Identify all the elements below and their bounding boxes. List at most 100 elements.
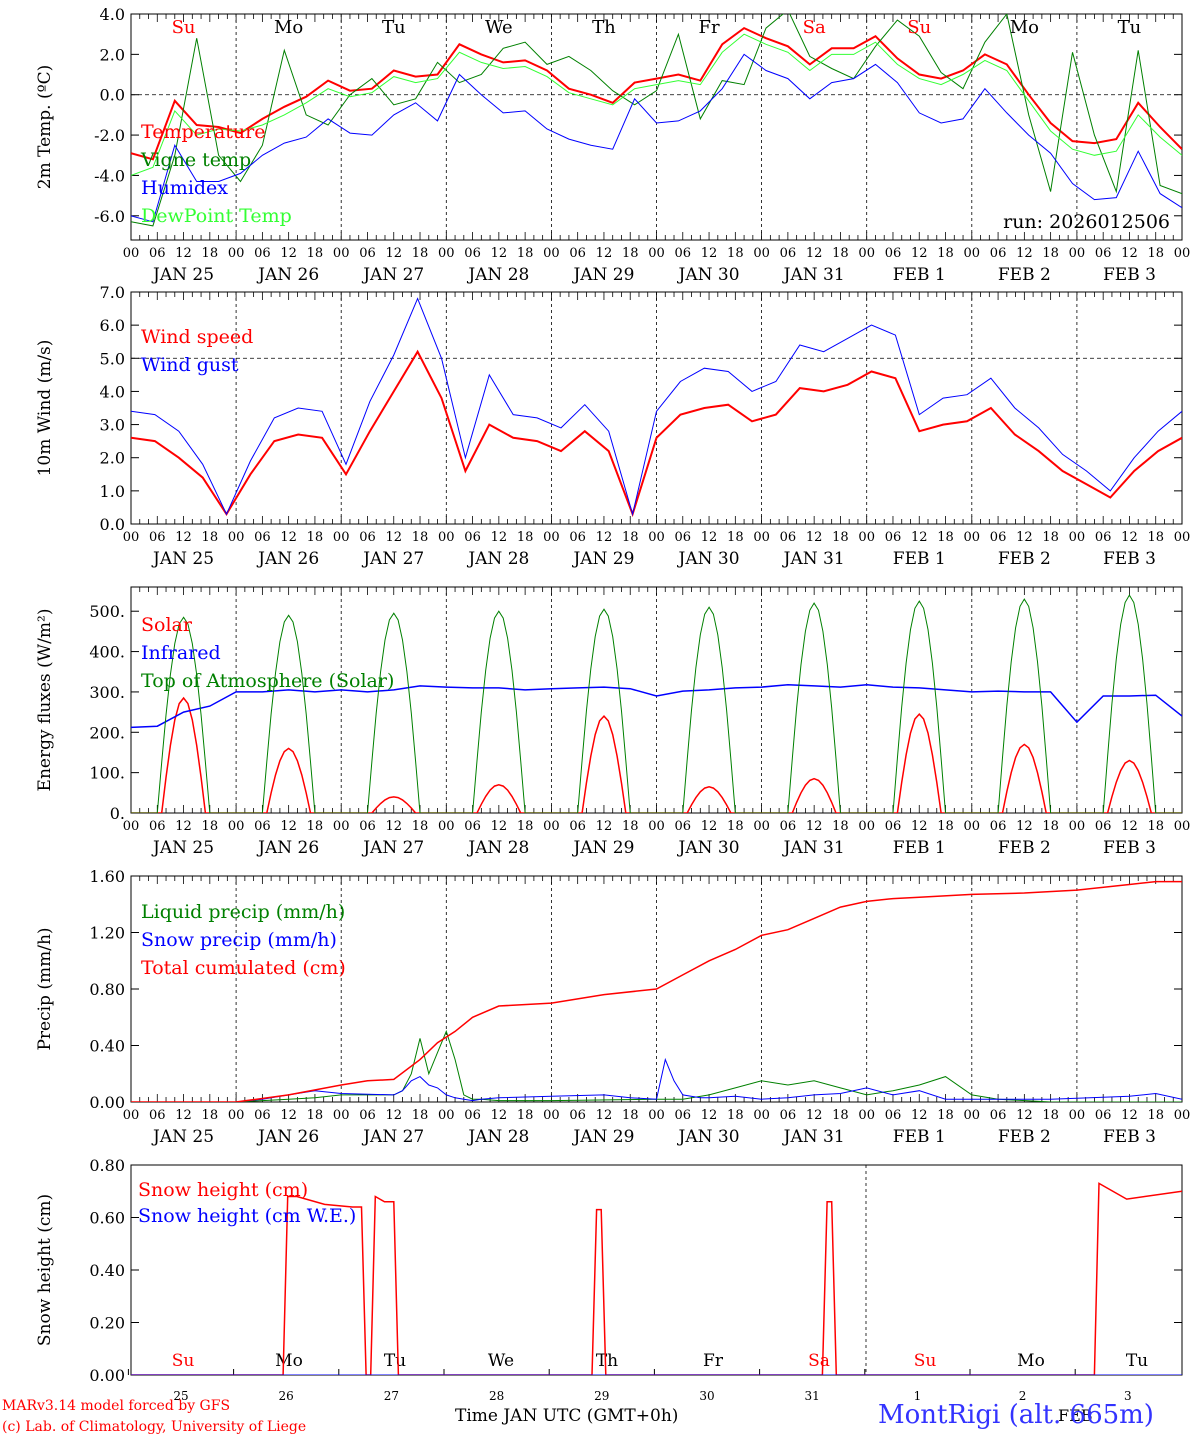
date-label: JAN 25 [151,1127,214,1147]
hour-tick-label: 18 [622,1108,639,1123]
day-name-label: Tu [384,1351,406,1371]
day-name-label: Su [914,1351,937,1371]
hour-tick-label: 00 [123,1108,140,1123]
hour-tick-label: 06 [569,246,586,261]
date-label: JAN 27 [361,265,424,285]
date-label: FEB 1 [893,265,946,285]
hour-tick-label: 18 [307,246,324,261]
date-label: FEB 3 [1103,1127,1156,1147]
hour-tick-label: 00 [123,246,140,261]
day-number-label: 3 [1124,1389,1132,1403]
hour-tick-label: 18 [412,819,429,834]
y-tick-label: 4.0 [100,5,125,24]
hour-tick-label: 00 [123,819,140,834]
y-tick-label: 5.0 [100,349,125,368]
hour-tick-label: 18 [727,1108,744,1123]
hour-tick-label: 06 [675,819,692,834]
hour-tick-label: 12 [1121,530,1138,545]
hour-tick-label: 12 [911,246,928,261]
hour-tick-label: 06 [254,530,271,545]
y-axis-title: Precip (mm/h) [35,927,55,1050]
date-label: JAN 28 [466,838,529,858]
date-label: JAN 29 [571,838,634,858]
hour-tick-label: 12 [280,246,297,261]
hour-tick-label: 12 [596,819,613,834]
date-label: JAN 28 [466,265,529,285]
y-tick-label: 2.0 [100,45,125,64]
hour-tick-label: 18 [517,819,534,834]
hour-tick-label: 00 [648,530,665,545]
hour-tick-label: 06 [990,1108,1007,1123]
legend-entry: Top of Atmosphere (Solar) [141,670,394,692]
y-tick-label: 500. [89,602,125,621]
legend-entry: DewPoint Temp [141,205,292,227]
date-label: JAN 27 [361,549,424,569]
date-label: JAN 28 [466,1127,529,1147]
hour-tick-label: 18 [517,530,534,545]
hour-tick-label: 00 [858,530,875,545]
series-line-top-of-atmosphere-solar- [131,594,1182,813]
hour-tick-label: 00 [228,246,245,261]
hour-tick-label: 06 [464,246,481,261]
hour-tick-label: 00 [858,1108,875,1123]
hour-tick-label: 18 [517,1108,534,1123]
date-label: FEB 1 [893,549,946,569]
hour-tick-label: 12 [1121,1108,1138,1123]
hour-tick-label: 18 [412,1108,429,1123]
hour-tick-label: 06 [149,246,166,261]
hour-tick-label: 00 [1174,819,1191,834]
series-line-wind-speed [131,349,1182,518]
hour-tick-label: 00 [438,246,455,261]
day-name-label: We [488,1351,514,1371]
hour-tick-label: 00 [1069,1108,1086,1123]
hour-tick-label: 00 [1174,1108,1191,1123]
lab-credit: (c) Lab. of Climatology, University of L… [2,1419,307,1435]
hour-tick-label: 12 [175,530,192,545]
hour-tick-label: 12 [175,1108,192,1123]
y-tick-label: 1.20 [89,924,125,943]
series-line-humidex [131,53,1182,223]
hour-tick-label: 12 [701,530,718,545]
hour-tick-label: 00 [753,1108,770,1123]
series-line-snow-height-cm- [131,1182,1182,1375]
day-name-label: We [485,17,513,38]
y-tick-label: 2.0 [100,449,125,468]
day-number-label: 1 [914,1389,922,1403]
hour-tick-label: 06 [780,819,797,834]
hour-tick-label: 12 [280,819,297,834]
date-label: JAN 26 [256,265,319,285]
hour-tick-label: 00 [438,819,455,834]
hour-tick-label: 06 [569,1108,586,1123]
day-number-label: 25 [173,1389,188,1403]
hour-tick-label: 06 [254,819,271,834]
series-line-vigne-temp [131,14,1182,227]
hour-tick-label: 12 [491,246,508,261]
run-label: run: 2026012506 [1003,211,1170,233]
hour-tick-label: 18 [412,530,429,545]
date-label: JAN 30 [677,265,740,285]
y-tick-label: 100. [89,764,125,783]
legend-entry: Snow height (cm) [138,1179,308,1201]
hour-tick-label: 00 [228,1108,245,1123]
hour-tick-label: 12 [596,530,613,545]
date-label: JAN 26 [256,838,319,858]
legend-entry: Vigne temp [140,149,251,171]
hour-tick-label: 06 [885,819,902,834]
hour-tick-label: 18 [202,530,219,545]
y-tick-label: 0.20 [89,1314,125,1333]
hour-tick-label: 18 [1147,530,1164,545]
day-number-label: 27 [384,1389,399,1403]
hour-tick-label: 12 [1016,246,1033,261]
day-number-label: 30 [699,1389,714,1403]
hour-tick-label: 00 [1069,819,1086,834]
hour-tick-label: 00 [228,530,245,545]
hour-tick-label: 18 [1042,246,1059,261]
hour-tick-label: 00 [1069,246,1086,261]
hour-tick-label: 06 [990,819,1007,834]
y-tick-label: 1.60 [89,867,125,886]
hour-tick-label: 06 [885,530,902,545]
y-tick-label: 200. [89,723,125,742]
y-axis-title: Snow height (cm) [35,1194,55,1346]
hour-tick-label: 06 [149,530,166,545]
model-credit: MARv3.14 model forced by GFS [2,1398,231,1414]
